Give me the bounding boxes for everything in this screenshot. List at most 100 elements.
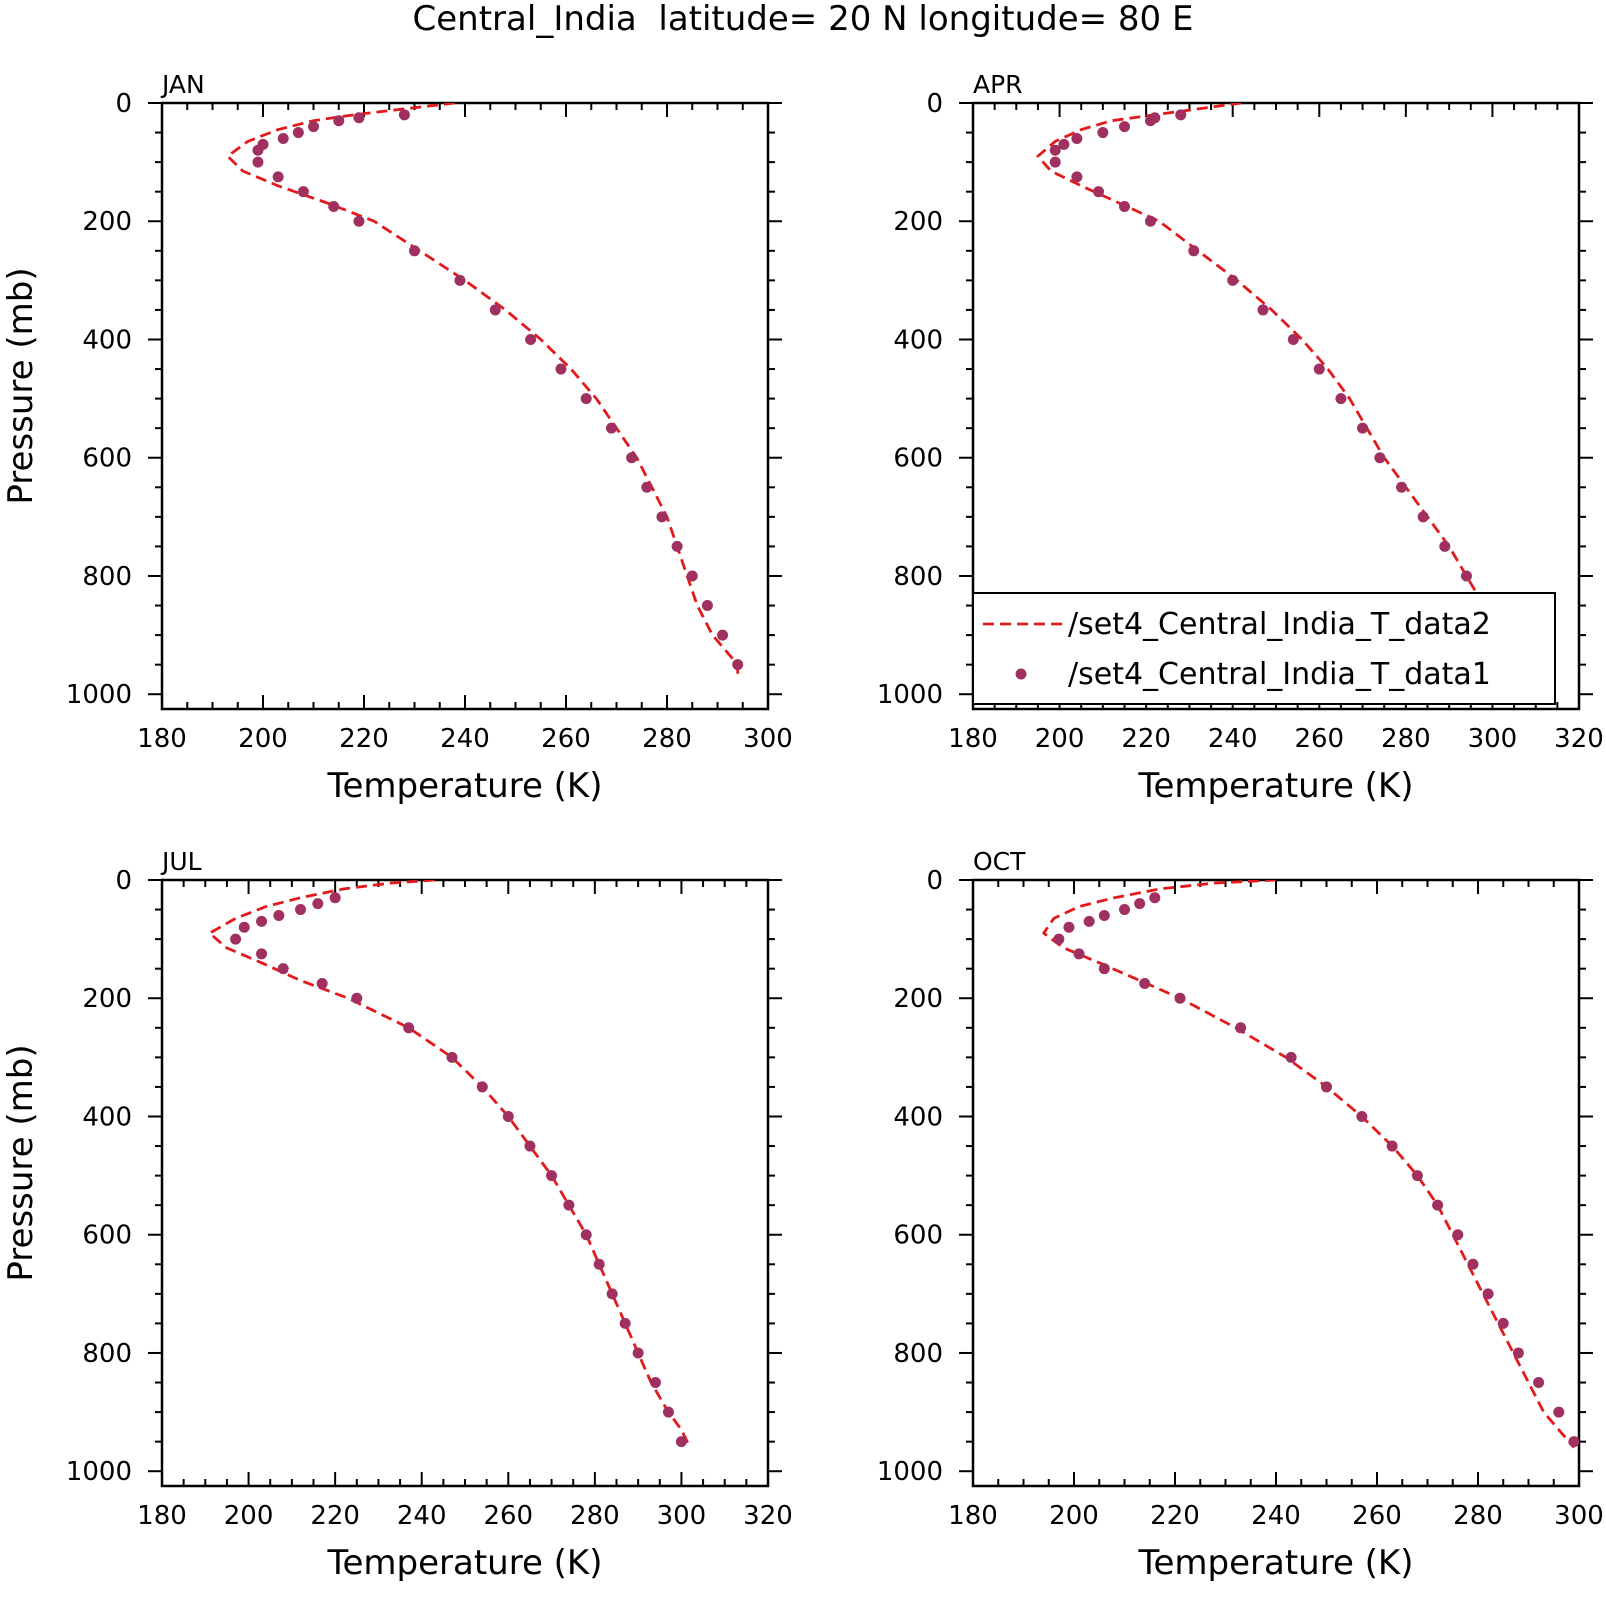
panel-title: JAN (160, 70, 205, 99)
series-point-data1 (277, 132, 289, 144)
series-point-data1 (632, 1347, 644, 1359)
series-point-data1 (1063, 921, 1075, 933)
series-point-data1 (1049, 156, 1061, 168)
panel-jul: JUL 180 200 220 240 260 280 300 320 0 200 400 600 800… (1, 847, 793, 1583)
y-tick-label: 400 (893, 1102, 943, 1132)
panel-title: JUL (160, 847, 202, 876)
x-tick-label: 180 (948, 1501, 998, 1531)
series-point-data1 (1093, 186, 1105, 198)
series-point-data1 (398, 109, 410, 121)
series-point-data1 (1134, 898, 1146, 910)
series-point-data1 (580, 393, 592, 405)
y-tick-label: 400 (82, 1102, 132, 1132)
y-tick-label: 600 (82, 1221, 132, 1251)
y-tick-label: 1000 (66, 1457, 132, 1487)
series-point-data1 (1452, 1229, 1464, 1241)
x-tick-label: 280 (570, 1501, 620, 1531)
series-point-data1 (662, 1406, 674, 1418)
series-point-data1 (1053, 933, 1065, 945)
series-point-data1 (593, 1258, 605, 1270)
series-point-data1 (312, 898, 324, 910)
y-tick-label: 1000 (877, 1457, 943, 1487)
series-point-data1 (1139, 977, 1151, 989)
series-point-data1 (619, 1317, 631, 1329)
panel-title: APR (973, 70, 1023, 99)
series-point-data1 (1097, 127, 1109, 139)
series-point-data1 (502, 1110, 514, 1122)
series-point-data1 (1073, 948, 1085, 960)
series-point-data1 (1175, 109, 1187, 121)
x-tick-label: 260 (1352, 1501, 1402, 1531)
series-point-data1 (675, 1436, 687, 1448)
x-tick-label: 240 (440, 724, 490, 754)
y-axis-label: Pressure (mb) (1, 1044, 41, 1281)
x-tick-label: 180 (948, 724, 998, 754)
series-point-data1 (333, 115, 345, 127)
x-tick-label: 280 (642, 724, 692, 754)
figure-title: Central_India latitude= 20 N longitude= … (413, 0, 1194, 39)
x-tick-label: 300 (1554, 1501, 1604, 1531)
series-point-data1 (1335, 393, 1347, 405)
series-point-data1 (277, 963, 289, 975)
y-tick-label: 200 (82, 207, 132, 237)
series-point-data1 (671, 540, 683, 552)
series-point-data1 (656, 511, 668, 523)
series-point-data1 (454, 274, 466, 286)
x-tick-label: 260 (541, 724, 591, 754)
x-tick-label: 200 (238, 724, 288, 754)
panel-title: OCT (973, 847, 1026, 876)
x-tick-label: 200 (1035, 724, 1085, 754)
panel-oct: OCT 180 200 220 240 260 280 300 0 200 400 600 800 100… (877, 847, 1604, 1583)
series-point-data1 (1119, 904, 1130, 916)
series-point-data1 (1098, 963, 1110, 975)
series-point-data1 (1497, 1317, 1509, 1329)
series-point-data1 (1235, 1022, 1247, 1034)
series-line-data2 (226, 103, 740, 677)
series-point-data1 (1144, 215, 1156, 227)
legend-entry-data2: /set4_Central_India_T_data2 (1068, 607, 1491, 642)
x-axis-label: Temperature (K) (1137, 1543, 1413, 1583)
y-tick-label: 200 (893, 984, 943, 1014)
series-point-data1 (292, 127, 304, 139)
series-point-data1 (1512, 1347, 1524, 1359)
y-tick-label: 0 (926, 89, 943, 119)
series-point-data1 (701, 600, 713, 612)
series-point-data1 (1285, 1051, 1297, 1063)
series-point-data1 (489, 304, 501, 316)
legend: /set4_Central_India_T_data2/set4_Central… (972, 592, 1556, 705)
series-point-data1 (230, 933, 242, 945)
series-point-data1 (297, 186, 309, 198)
y-tick-label: 200 (893, 207, 943, 237)
series-point-data1 (1058, 138, 1070, 150)
series-point-data1 (580, 1229, 592, 1241)
series-point-data1 (1149, 892, 1161, 904)
series-point-data1 (295, 904, 307, 916)
x-tick-label: 320 (743, 1501, 793, 1531)
series-point-data1 (1432, 1199, 1444, 1211)
x-tick-label: 240 (1208, 724, 1258, 754)
series-point-data1 (649, 1377, 661, 1389)
x-tick-label: 280 (1453, 1501, 1503, 1531)
series-point-data1 (316, 977, 328, 989)
series-point-data1 (1071, 132, 1083, 144)
series-point-data1 (1313, 363, 1325, 375)
series-point-data1 (1374, 452, 1386, 464)
y-tick-label: 600 (893, 444, 943, 474)
series-point-data1 (329, 892, 341, 904)
legend-box (972, 592, 1556, 705)
series-point-data1 (606, 1288, 618, 1300)
series-point-data1 (1568, 1436, 1579, 1448)
series-point-data1 (1083, 915, 1095, 927)
y-tick-label: 800 (82, 1339, 132, 1369)
x-axis-label: Temperature (K) (326, 1543, 602, 1583)
series-point-data1 (409, 245, 420, 257)
series-point-data1 (717, 629, 729, 641)
y-tick-label: 0 (926, 866, 943, 896)
y-tick-label: 400 (82, 325, 132, 355)
series-point-data1 (641, 481, 653, 493)
series-point-data1 (626, 452, 638, 464)
series-point-data1 (1321, 1081, 1332, 1093)
x-tick-label: 280 (1381, 724, 1431, 754)
series-point-data1 (1287, 333, 1299, 345)
y-tick-label: 0 (115, 89, 132, 119)
